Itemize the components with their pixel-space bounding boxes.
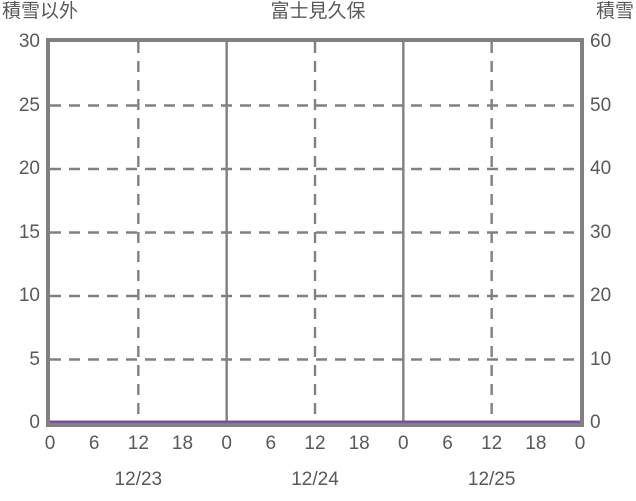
x-axis-tick: 18 xyxy=(171,433,194,454)
y-axis-right-tick: 0 xyxy=(590,412,601,433)
x-axis-tick: 12 xyxy=(304,433,326,454)
y-axis-left-tick: 20 xyxy=(18,158,40,179)
series-lines xyxy=(50,420,580,423)
y-axis-left-tick: 30 xyxy=(18,31,40,52)
y-axis-left-tick: 10 xyxy=(18,285,40,306)
y-axis-right-tick: 60 xyxy=(590,31,612,52)
x-axis-tick: 0 xyxy=(44,433,56,454)
y-axis-right-tick: 20 xyxy=(590,285,612,306)
x-axis-tick: 6 xyxy=(265,433,277,454)
x-axis-day-label: 12/25 xyxy=(467,469,516,490)
plot-area xyxy=(46,38,584,427)
right-axis-unit-label: 積雪 xyxy=(595,1,634,22)
y-axis-right-tick: 50 xyxy=(590,94,612,116)
y-axis-right-tick: 30 xyxy=(590,221,612,243)
plot-inner xyxy=(50,42,580,423)
y-axis-right-tick: 40 xyxy=(590,158,612,179)
x-axis-day-label: 12/24 xyxy=(291,469,339,490)
x-axis-tick: 12 xyxy=(481,433,503,454)
x-axis-tick: 0 xyxy=(398,433,409,454)
gridlines xyxy=(50,42,580,423)
x-axis-tick: 18 xyxy=(348,433,370,454)
x-axis-tick: 6 xyxy=(442,433,453,454)
y-axis-left-tick: 0 xyxy=(29,412,40,433)
x-axis-tick: 6 xyxy=(88,433,100,454)
x-axis-tick: 0 xyxy=(221,433,232,454)
y-axis-left-tick: 5 xyxy=(29,348,40,370)
x-axis-tick: 0 xyxy=(574,433,586,454)
y-axis-left-tick: 25 xyxy=(18,94,40,116)
left-axis-unit-label: 積雪以外 xyxy=(2,1,79,22)
y-axis-left-tick: 15 xyxy=(18,221,40,243)
y-axis-right-tick: 10 xyxy=(590,348,612,370)
x-axis-tick: 12 xyxy=(127,433,149,454)
x-axis-tick: 18 xyxy=(525,433,547,454)
chart-title: 富士見久保 xyxy=(270,1,366,22)
x-axis-day-label: 12/23 xyxy=(114,469,163,490)
